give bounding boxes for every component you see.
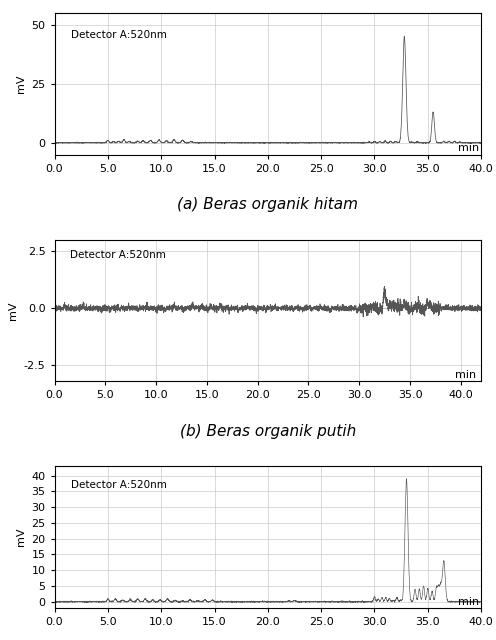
Text: min: min [458,596,479,607]
Y-axis label: mV: mV [8,301,18,319]
Text: min: min [455,370,476,380]
Text: Detector A:520nm: Detector A:520nm [70,29,167,40]
Text: min: min [458,143,479,153]
Text: (a) Beras organik hitam: (a) Beras organik hitam [178,197,358,212]
Text: Detector A:520nm: Detector A:520nm [70,250,166,260]
Y-axis label: mV: mV [16,74,26,93]
Y-axis label: mV: mV [16,528,26,547]
Text: (b) Beras organik putih: (b) Beras organik putih [180,424,356,439]
Text: Detector A:520nm: Detector A:520nm [70,480,167,490]
